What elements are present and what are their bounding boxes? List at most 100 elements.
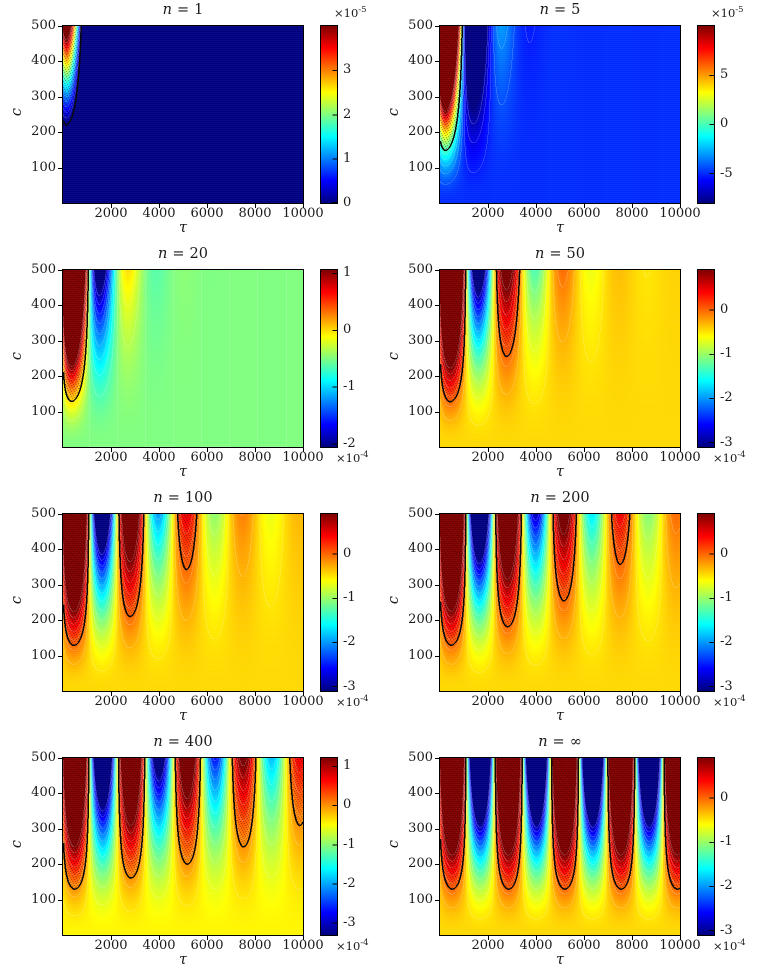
colorbar <box>697 25 715 204</box>
x-tick-label: 4000 <box>142 938 176 953</box>
x-tick-label: 8000 <box>238 450 272 465</box>
colorbar-tick-label: 0 <box>343 797 352 813</box>
x-tick-label: 2000 <box>471 450 505 465</box>
x-tick-label: 4000 <box>519 206 553 221</box>
title-value: 100 <box>184 490 213 506</box>
colorbar-canvas <box>321 758 337 935</box>
x-tick-mark <box>488 936 489 940</box>
scale-exponent: -4 <box>737 938 746 948</box>
title-value: 1 <box>194 2 204 18</box>
x-tick-label: 6000 <box>567 694 601 709</box>
y-tick-mark <box>435 132 439 134</box>
title-relation: = <box>176 2 190 18</box>
scale-exponent: -4 <box>360 938 369 948</box>
x-tick-label: 6000 <box>190 206 224 221</box>
subplot-panel: n = 1 c τ ×10-5 2000 4000 6000 8000 10000 100 20… <box>0 0 378 244</box>
x-tick-label: 8000 <box>238 206 272 221</box>
colorbar-tick-label: -3 <box>720 922 733 938</box>
y-tick-mark <box>58 828 62 830</box>
scale-exponent: -4 <box>360 694 369 704</box>
x-tick-mark <box>303 692 304 696</box>
title-variable: n <box>153 734 163 750</box>
scale-mantissa: ×10 <box>336 450 361 465</box>
colorbar-tick-label: -3 <box>720 434 733 450</box>
title-variable: n <box>535 246 545 262</box>
colorbar-tick-label: -2 <box>343 875 356 891</box>
x-tick-label: 10000 <box>659 938 701 953</box>
y-tick-mark <box>435 828 439 830</box>
y-tick-label: 100 <box>408 403 433 419</box>
title-relation: = <box>552 734 565 750</box>
title-variable: n <box>539 2 549 18</box>
x-tick-mark <box>159 448 160 452</box>
colorbar-tick-label: 1 <box>343 264 352 280</box>
heatmap-canvas <box>440 514 680 691</box>
x-tick-label: 10000 <box>282 450 324 465</box>
colorbar-tick-label: -2 <box>343 436 356 452</box>
colorbar-canvas <box>698 270 714 447</box>
x-tick-label: 2000 <box>94 450 128 465</box>
colorbar-canvas <box>321 26 337 203</box>
y-tick-mark <box>58 167 62 169</box>
y-tick-label: 200 <box>31 856 56 872</box>
title-variable: n <box>530 490 540 506</box>
colorbar-tick-label: -1 <box>720 590 733 606</box>
subplot-panel: n = ∞ c τ ×10-4 2000 4000 6000 8000 10000 100 20… <box>377 732 755 975</box>
plot-area <box>62 25 304 204</box>
y-tick-label: 300 <box>408 88 433 104</box>
colorbar-tick-label: 1 <box>343 150 352 166</box>
title-value: 400 <box>184 734 213 750</box>
y-tick-mark <box>58 96 62 98</box>
y-axis-label: c <box>9 839 25 849</box>
panel-title: n = ∞ <box>439 734 681 750</box>
scale-mantissa: ×10 <box>336 938 361 953</box>
colorbar-scale-label: ×10-4 <box>713 450 746 465</box>
y-tick-mark <box>435 620 439 622</box>
scale-mantissa: ×10 <box>713 450 738 465</box>
y-tick-mark <box>58 655 62 657</box>
colorbar-tick-label: -1 <box>343 836 356 852</box>
colorbar-tick-label: -2 <box>720 634 733 650</box>
colorbar <box>697 513 715 692</box>
x-tick-mark <box>680 692 681 696</box>
colorbar <box>320 513 338 692</box>
x-tick-label: 6000 <box>567 938 601 953</box>
y-tick-label: 400 <box>31 297 56 313</box>
plot-area <box>439 25 681 204</box>
x-tick-label: 4000 <box>142 206 176 221</box>
y-axis-label: c <box>386 107 402 117</box>
panel-title: n = 5 <box>439 2 681 18</box>
y-tick-mark <box>435 514 439 515</box>
y-tick-label: 200 <box>408 368 433 384</box>
x-tick-label: 2000 <box>94 938 128 953</box>
y-tick-mark <box>435 793 439 795</box>
x-axis-label: τ <box>178 464 188 480</box>
x-tick-label: 6000 <box>190 938 224 953</box>
title-variable: n <box>162 2 172 18</box>
y-tick-mark <box>58 340 62 342</box>
heatmap-canvas <box>440 270 680 447</box>
x-tick-label: 10000 <box>659 694 701 709</box>
y-tick-label: 400 <box>31 53 56 69</box>
x-tick-mark <box>303 936 304 940</box>
x-tick-label: 6000 <box>190 450 224 465</box>
scale-exponent: -5 <box>358 5 367 15</box>
title-relation: = <box>544 490 557 506</box>
colorbar-scale-label: ×10-4 <box>336 938 369 953</box>
title-relation: = <box>549 246 562 262</box>
colorbar-canvas <box>698 514 714 691</box>
plot-area <box>439 513 681 692</box>
x-tick-mark <box>680 204 681 208</box>
y-tick-label: 400 <box>408 53 433 69</box>
x-tick-mark <box>632 448 633 452</box>
y-tick-label: 100 <box>31 159 56 175</box>
x-tick-mark <box>159 692 160 696</box>
x-tick-mark <box>536 204 537 208</box>
y-tick-label: 400 <box>408 785 433 801</box>
y-tick-label: 300 <box>31 576 56 592</box>
colorbar-tick-label: 0 <box>343 321 352 337</box>
colorbar-tick-label: -1 <box>720 346 733 362</box>
y-tick-mark <box>435 340 439 342</box>
title-variable: n <box>538 734 548 750</box>
y-tick-mark <box>435 584 439 586</box>
